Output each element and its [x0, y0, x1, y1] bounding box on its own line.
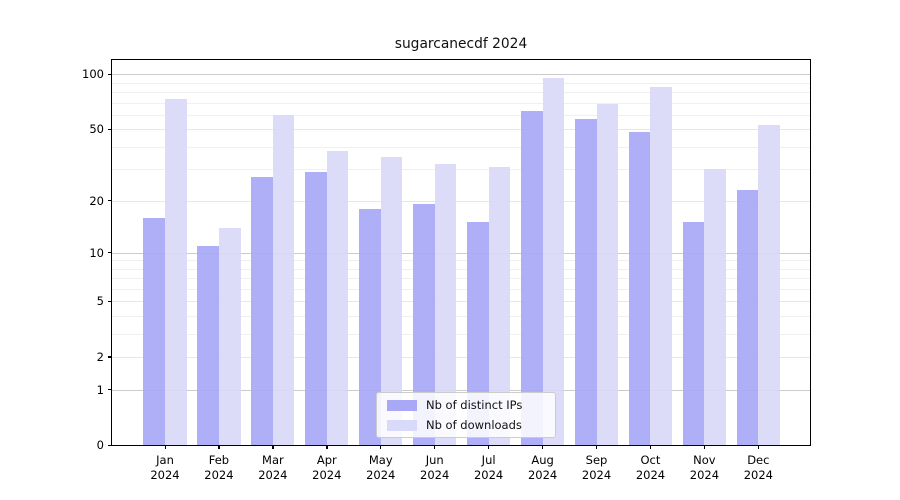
bar-distinct-ips-aug	[520, 110, 543, 445]
minor-gridline	[112, 288, 810, 290]
x-tickmark	[649, 445, 652, 450]
x-tick-label-mar: Mar 2024	[258, 453, 288, 482]
x-tickmark	[703, 445, 706, 450]
major-gridline	[112, 74, 810, 76]
bar-distinct-ips-apr	[305, 171, 327, 445]
minor-gridline	[112, 333, 810, 335]
x-tickmark	[272, 445, 274, 450]
x-tick-label-oct: Oct 2024	[635, 453, 666, 482]
gridline	[112, 129, 810, 131]
bar-downloads-aug	[542, 77, 565, 445]
y-tick-label: 20	[89, 193, 104, 208]
x-tickmark	[380, 445, 382, 450]
major-gridline	[112, 389, 810, 391]
y-tickmark	[107, 389, 112, 391]
y-tick-label: 50	[89, 122, 104, 137]
x-tick-label-nov: Nov 2024	[689, 453, 720, 482]
bar-downloads-apr	[326, 150, 349, 445]
x-tick-label-jun: Jun 2024	[420, 453, 450, 482]
y-tickmark	[107, 252, 112, 254]
y-tick-label: 5	[96, 294, 104, 309]
y-tickmark	[107, 73, 112, 75]
x-tickmark	[596, 445, 598, 450]
y-tick-label: 1	[96, 382, 104, 397]
x-tick-label-jul: Jul 2024	[473, 453, 504, 482]
bar-downloads-dec	[758, 124, 780, 445]
x-tick-label-jan: Jan 2024	[150, 453, 180, 482]
bar-distinct-ips-jun	[413, 204, 435, 445]
minor-gridline	[112, 114, 810, 116]
bar-distinct-ips-nov	[682, 222, 705, 445]
chart-title: sugarcanecdf 2024	[394, 36, 528, 52]
legend-label-downloads: Nb of downloads	[426, 418, 522, 432]
bar-downloads-jun	[434, 164, 457, 445]
minor-gridline	[112, 268, 810, 270]
x-tick-label-may: May 2024	[366, 453, 396, 482]
bar-distinct-ips-dec	[736, 189, 759, 445]
bar-distinct-ips-sep	[574, 118, 597, 445]
x-tickmark	[434, 445, 436, 450]
x-tickmark	[164, 445, 166, 450]
y-tick-label: 0	[96, 438, 104, 453]
minor-gridline	[112, 315, 810, 317]
plot-area	[111, 59, 811, 446]
y-tickmark	[107, 444, 112, 446]
minor-gridline	[112, 92, 810, 94]
y-tickmark	[107, 128, 112, 130]
y-tick-label: 10	[89, 245, 104, 260]
gridline	[112, 200, 810, 202]
x-tickmark	[757, 445, 760, 450]
minor-gridline	[112, 278, 810, 280]
legend-swatch-downloads	[387, 419, 417, 431]
x-tick-label-feb: Feb 2024	[204, 453, 234, 482]
x-tick-label-sep: Sep 2024	[581, 453, 612, 482]
bar-downloads-oct	[650, 87, 673, 445]
bar-downloads-may	[380, 157, 403, 445]
bar-distinct-ips-mar	[251, 177, 273, 445]
legend-swatch-distinct-ips	[387, 399, 417, 411]
y-tick-label: 2	[96, 349, 104, 364]
bar-downloads-jul	[488, 166, 511, 445]
x-tick-label-aug: Aug 2024	[527, 453, 558, 482]
x-tickmark	[326, 445, 328, 450]
bar-distinct-ips-feb	[197, 245, 219, 445]
legend-label-distinct-ips: Nb of distinct IPs	[426, 398, 523, 412]
gridline	[112, 301, 810, 303]
bar-downloads-nov	[704, 169, 726, 445]
major-gridline	[112, 252, 810, 254]
minor-gridline	[112, 82, 810, 84]
x-tickmark	[218, 445, 220, 450]
bar-distinct-ips-jan	[143, 217, 165, 445]
legend-entry-distinct-ips: Nb of distinct IPs	[387, 398, 547, 412]
bar-distinct-ips-jul	[467, 222, 489, 445]
y-tick-label: 100	[82, 67, 104, 82]
x-tick-label-apr: Apr 2024	[312, 453, 342, 482]
bar-downloads-sep	[596, 103, 619, 445]
x-tickmark	[488, 445, 490, 450]
minor-gridline	[112, 146, 810, 148]
legend-entry-downloads: Nb of downloads	[387, 418, 547, 432]
x-tickmark	[542, 445, 544, 450]
bar-distinct-ips-oct	[628, 132, 651, 445]
bar-downloads-mar	[272, 114, 295, 445]
minor-gridline	[112, 260, 810, 262]
minor-gridline	[112, 169, 810, 171]
y-tickmark	[107, 200, 112, 202]
legend: Nb of distinct IPs Nb of downloads	[376, 392, 556, 438]
minor-gridline	[112, 102, 810, 104]
y-tickmark	[107, 300, 112, 302]
bar-distinct-ips-may	[359, 208, 381, 445]
gridline	[112, 356, 810, 358]
x-tick-label-dec: Dec 2024	[743, 453, 773, 482]
y-tickmark	[107, 356, 112, 358]
bar-downloads-feb	[218, 227, 241, 445]
bar-downloads-jan	[165, 99, 187, 445]
